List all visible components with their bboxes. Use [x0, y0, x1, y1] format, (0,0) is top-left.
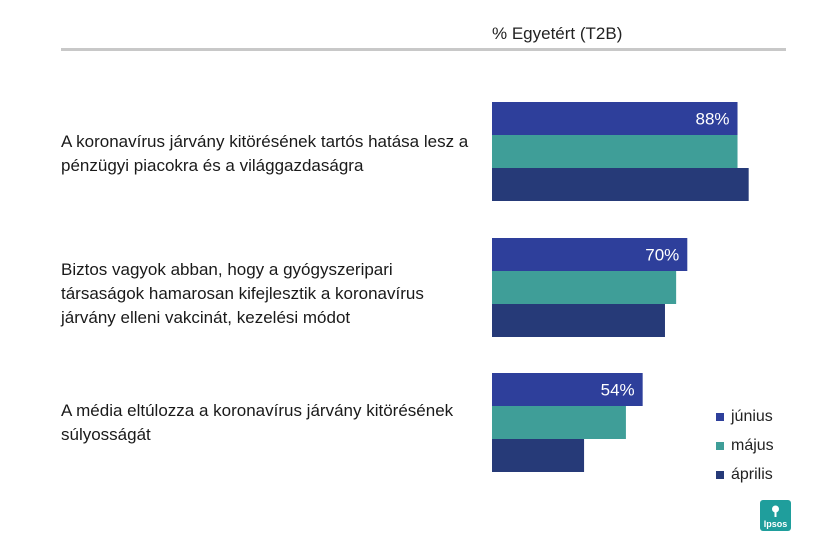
- legend-swatch-majus: [716, 441, 724, 450]
- bar-aprilis-3: [492, 439, 585, 472]
- chart-header-label: % Egyetért (T2B): [492, 24, 623, 43]
- bar-majus-1: [492, 135, 738, 168]
- bar-junius-1: [492, 102, 738, 135]
- category-label-2: Biztos vagyok abban, hogy a gyógyszeripa…: [61, 260, 424, 327]
- legend-swatch-aprilis: [716, 470, 724, 479]
- legend-item-majus: május: [716, 431, 774, 460]
- header-divider: [61, 48, 786, 51]
- bar-majus-2: [492, 271, 677, 304]
- legend-label-aprilis: április: [731, 465, 773, 483]
- ipsos-logo-text: Ipsos: [763, 519, 788, 529]
- data-label-3: 54%: [601, 381, 635, 400]
- data-label-1: 88%: [695, 110, 729, 129]
- category-label-1: A koronavírus járvány kitörésének tartós…: [61, 132, 469, 175]
- category-label-3: A média eltúlozza a koronavírus járvány …: [61, 401, 454, 444]
- bar-junius-2: [492, 238, 688, 271]
- bar-aprilis-1: [492, 168, 749, 201]
- legend-item-junius: június: [716, 402, 774, 431]
- legend-label-majus: május: [731, 436, 774, 454]
- ipsos-logo-mark-icon: [772, 505, 779, 517]
- chart-legend: június május április: [716, 402, 774, 489]
- bar-aprilis-2: [492, 304, 665, 337]
- data-label-2: 70%: [645, 246, 679, 265]
- bar-junius-3: [492, 373, 643, 406]
- legend-swatch-junius: [716, 412, 724, 421]
- bar-majus-3: [492, 406, 626, 439]
- legend-label-junius: június: [731, 407, 773, 425]
- ipsos-logo: Ipsos: [760, 500, 791, 531]
- legend-item-aprilis: április: [716, 460, 774, 489]
